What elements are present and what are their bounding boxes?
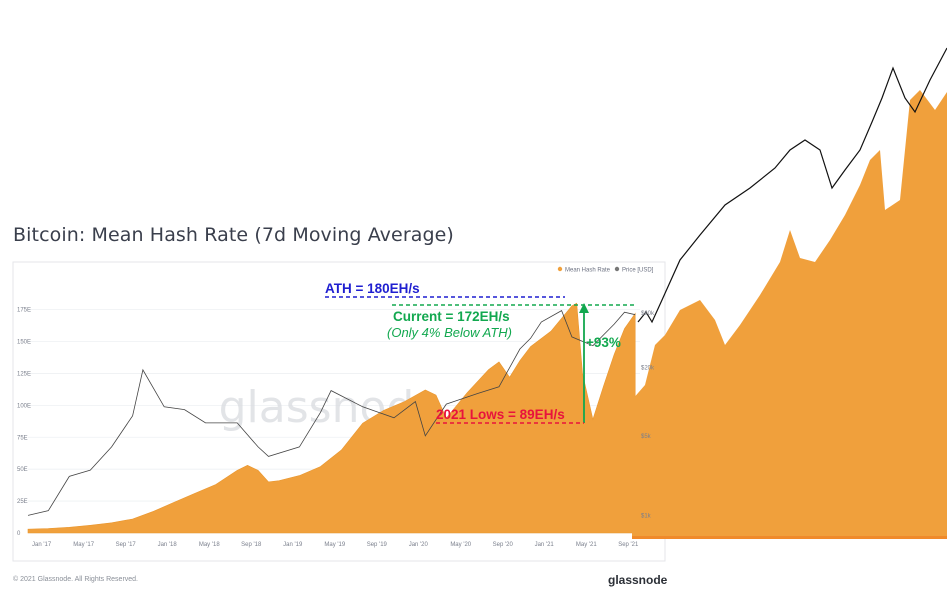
y-tick-label-left: 50E — [17, 467, 28, 473]
y-tick-label-left: 175E — [17, 308, 31, 314]
change-label: +93% — [586, 335, 621, 350]
current-note-label: (Only 4% Below ATH) — [387, 325, 512, 340]
overflow-area — [632, 47, 947, 539]
x-tick-label: Jan '21 — [535, 542, 555, 548]
y-tick-label-right: $60k — [641, 311, 655, 317]
price-line — [27, 310, 636, 516]
legend-marker-price — [614, 266, 620, 272]
x-tick-label: Sep '18 — [241, 542, 262, 548]
x-tick-label: May '18 — [199, 542, 220, 548]
x-tick-label: Jan '19 — [283, 542, 303, 548]
ath-label: ATH = 180EH/s — [325, 281, 420, 296]
overflow-hash-area — [632, 90, 947, 538]
y-tick-label-left: 100E — [17, 403, 31, 409]
y-axis-left: 0 25E 50E 75E 100E 125E 150E 175E — [17, 308, 31, 537]
y-tick-label-left: 150E — [17, 340, 31, 346]
x-tick-label: Jan '17 — [32, 542, 52, 548]
x-tick-label: Jan '20 — [409, 542, 429, 548]
x-tick-label: Sep '21 — [618, 542, 639, 548]
y-tick-label-left: 0 — [17, 531, 21, 537]
x-tick-label: Sep '19 — [367, 542, 388, 548]
x-axis: Jan '17 May '17 Sep '17 Jan '18 May '18 Sep '… — [32, 542, 639, 548]
x-tick-label: May '20 — [450, 542, 471, 548]
y-tick-label-left: 125E — [17, 371, 31, 377]
current-label: Current = 172EH/s — [393, 309, 510, 324]
chart-title: Bitcoin: Mean Hash Rate (7d Moving Avera… — [13, 224, 454, 246]
x-tick-label: May '17 — [73, 542, 94, 548]
x-tick-label: May '21 — [576, 542, 597, 548]
overflow-price-line — [637, 47, 947, 324]
x-tick-label: Sep '17 — [116, 542, 137, 548]
legend-marker-hash-rate — [557, 266, 563, 272]
y-tick-label-left: 25E — [17, 499, 28, 505]
legend-label-hash-rate: Mean Hash Rate — [565, 268, 611, 274]
y-tick-label-right: $20k — [641, 365, 655, 371]
x-tick-label: May '19 — [324, 542, 345, 548]
y-tick-label-right: $5k — [641, 434, 652, 440]
annotations: ATH = 180EH/s Current = 172EH/s (Only 4%… — [325, 281, 635, 424]
x-tick-label: Sep '20 — [493, 542, 514, 548]
y-tick-label-right: $1k — [641, 513, 652, 519]
change-arrow-head — [579, 303, 589, 313]
y-axis-right: $60k $20k $5k $1k — [641, 311, 655, 519]
overflow-baseline — [632, 536, 947, 539]
y-tick-label-left: 75E — [17, 435, 28, 441]
copyright-text: © 2021 Glassnode. All Rights Reserved. — [13, 576, 139, 583]
lows-label: 2021 Lows = 89EH/s — [436, 407, 565, 422]
legend-label-price: Price [USD] — [622, 268, 654, 274]
brand-logo-text: glassnode — [608, 573, 668, 587]
legend: Mean Hash Rate Price [USD] — [557, 266, 654, 274]
x-tick-label: Jan '18 — [158, 542, 178, 548]
